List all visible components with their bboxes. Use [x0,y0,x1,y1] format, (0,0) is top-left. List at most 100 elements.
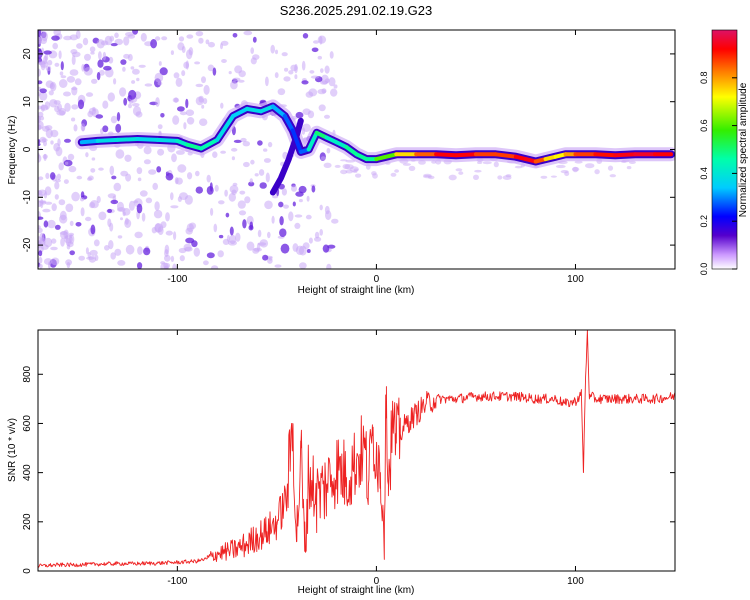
noise-speckle [137,246,143,255]
noise-speckle [81,64,85,72]
noise-speckle [124,154,132,162]
ridge-segment [155,137,180,143]
noise-speckle [195,83,204,88]
noise-speckle [64,102,71,112]
noise-speckle [45,201,53,205]
snr-xlabel: Height of straight line (km) [298,585,415,596]
spectrogram-xtick-label: 100 [567,274,584,285]
noise-speckle [65,203,74,213]
noise-speckle [220,150,227,154]
noise-speckle [111,175,117,180]
noise-speckle [171,153,177,163]
noise-speckle [43,220,49,228]
noise-speckle [40,104,49,111]
noise-speckle [69,69,79,76]
noise-speckle [96,39,105,49]
noise-speckle [194,61,201,65]
noise-speckle [306,195,310,202]
noise-speckle [311,185,316,193]
ridge-segment [493,152,518,159]
noise-speckle [473,174,479,180]
noise-speckle [170,205,179,209]
noise-speckle [132,106,142,116]
snr-xtick-label: 100 [567,576,584,587]
noise-speckle [104,35,113,46]
noise-speckle [178,36,185,42]
noise-speckle [228,71,232,75]
noise-speckle [38,68,41,77]
noise-speckle [172,97,180,103]
snr-panel: -100 0 100 0 200 400 600 800 Height of straight… [7,329,676,596]
noise-speckle [58,199,66,206]
noise-speckle [66,76,76,83]
noise-speckle [329,51,334,59]
secondary-branch [269,117,304,196]
noise-speckle [91,157,96,161]
noise-speckle [71,87,78,91]
noise-speckle [574,160,583,164]
noise-speckle [283,204,289,209]
noise-speckle [51,35,60,41]
noise-speckle [85,247,89,255]
noise-speckle [372,173,378,179]
noise-speckle [44,237,53,248]
noise-speckle [186,34,194,39]
noise-speckle [186,117,195,125]
noise-speckle [84,53,91,61]
noise-speckle [110,252,116,260]
noise-speckle [164,254,171,262]
noise-speckle [263,148,268,152]
noise-speckle [85,92,94,97]
noise-speckle [153,209,163,219]
noise-speckle [267,231,271,239]
noise-speckle [294,214,303,218]
noise-speckle [45,125,53,131]
noise-speckle [74,78,82,86]
noise-speckle [157,124,163,130]
noise-speckle [122,66,126,72]
noise-speckle [71,55,76,66]
snr-xtick-label: -100 [167,576,187,587]
noise-speckle [56,110,66,116]
noise-speckle [132,103,140,107]
noise-speckle [54,224,61,230]
noise-speckle [228,240,237,246]
noise-speckle [212,67,217,76]
noise-speckle [75,222,82,227]
noise-speckle [231,147,238,152]
noise-speckle [94,254,99,261]
noise-speckle [609,174,616,178]
noise-speckle [230,80,238,90]
noise-speckle [324,114,330,119]
noise-speckle [109,165,115,176]
noise-speckle [175,77,183,87]
noise-speckle [228,192,236,202]
noise-speckle [173,72,180,79]
noise-speckle [218,234,224,239]
noise-speckle [137,262,143,269]
noise-speckle [294,222,301,229]
noise-speckle [67,241,74,248]
snr-ylabel: SNR (10 * v/v) [7,418,18,482]
noise-speckle [279,216,284,226]
noise-speckle [331,218,339,224]
noise-speckle [98,69,105,76]
noise-speckle [85,216,92,222]
noise-speckle [268,256,273,261]
noise-speckle [319,204,323,211]
noise-speckle [93,239,100,247]
noise-speckle [47,219,56,229]
noise-speckle [96,72,101,81]
noise-speckle [173,231,177,241]
noise-speckle [158,61,162,66]
noise-speckle [235,232,241,242]
noise-speckle [120,59,127,65]
noise-speckle [218,200,225,205]
noise-speckle [353,168,359,172]
noise-speckle [127,53,133,62]
noise-speckle [45,65,52,72]
noise-speckle [82,37,89,46]
noise-speckle [292,201,296,207]
noise-speckle [284,67,289,72]
